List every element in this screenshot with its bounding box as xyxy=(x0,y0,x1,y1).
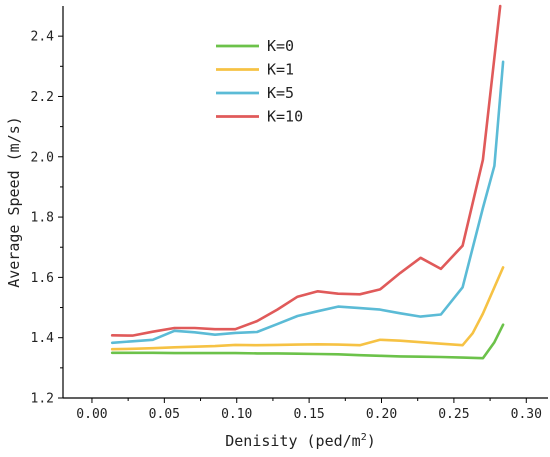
series-line-k-10 xyxy=(110,4,502,337)
y-tick-label: 1.6 xyxy=(31,271,54,286)
x-tick-label: 0.20 xyxy=(366,407,397,422)
x-axis-title-suffix: ) xyxy=(367,432,376,450)
axes xyxy=(62,6,548,399)
y-tick-label: 2.0 xyxy=(31,150,54,165)
x-tick-label: 0.25 xyxy=(438,407,469,422)
x-tick-label: 0.15 xyxy=(293,407,324,422)
legend-label: K=5 xyxy=(267,84,294,102)
legend-label: K=10 xyxy=(267,108,303,126)
x-axis-title: Denisity (ped/m2) xyxy=(225,432,376,450)
x-tick-label: 0.00 xyxy=(76,407,107,422)
y-tick-label: 2.4 xyxy=(31,30,55,45)
legend-label: K=1 xyxy=(267,61,294,79)
series-line-k-5 xyxy=(110,60,505,345)
series-lines xyxy=(110,4,505,360)
x-tick-label: 0.30 xyxy=(511,407,542,422)
y-tick-label: 2.2 xyxy=(31,90,54,105)
y-axis-title: Average Speed (m/s) xyxy=(5,116,23,288)
series-line-k-0 xyxy=(110,323,505,360)
series-line-k-1 xyxy=(110,266,505,351)
legend: K=0 K=1 K=5 K=10 xyxy=(216,37,303,126)
x-tick-label: 0.05 xyxy=(149,407,180,422)
x-axis-title-superscript: 2 xyxy=(361,432,367,443)
y-tick-label: 1.8 xyxy=(31,211,54,226)
legend-label: K=0 xyxy=(267,37,294,55)
axis-ticks: 0.00 0.05 0.10 0.15 0.20 0.25 0.30 1.2 1.4 1.6 1.8… xyxy=(31,30,542,422)
x-tick-label: 0.10 xyxy=(221,407,252,422)
x-axis-title-main: Denisity (ped/m xyxy=(225,432,360,450)
y-tick-label: 1.2 xyxy=(31,392,54,407)
y-tick-label: 1.4 xyxy=(31,331,55,346)
